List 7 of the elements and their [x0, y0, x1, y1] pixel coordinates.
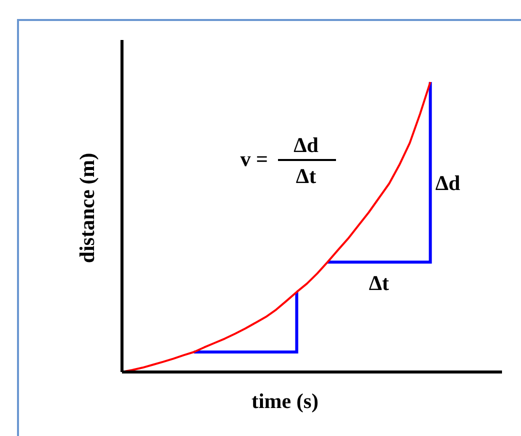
x-axis-title: time (s): [251, 389, 319, 413]
annotation: v =: [240, 147, 268, 171]
annotation: Δd: [435, 171, 460, 195]
annotation: Δt: [296, 164, 316, 188]
annotation: Δt: [368, 271, 390, 295]
y-axis-title: distance (m): [75, 152, 99, 264]
annotation: Δd: [294, 133, 319, 157]
